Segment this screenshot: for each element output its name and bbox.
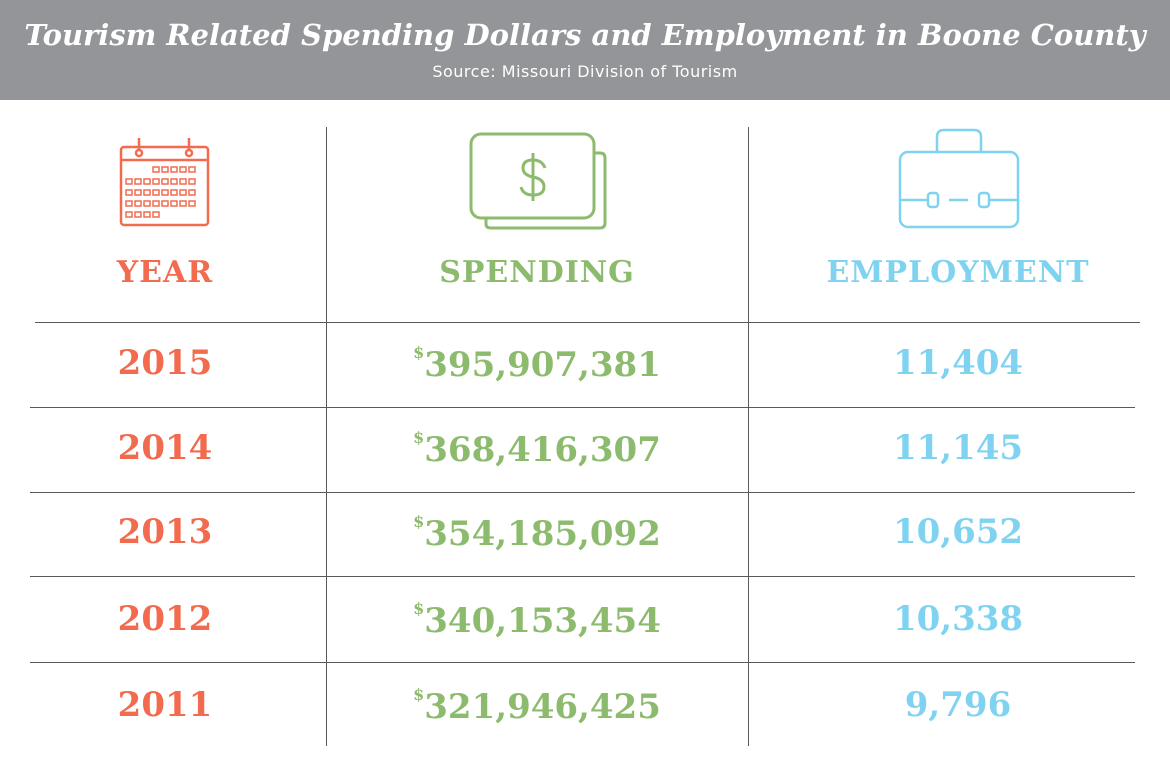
spending-amount: 368,416,307	[424, 430, 661, 470]
currency-symbol: $	[413, 599, 425, 618]
currency-symbol: $	[413, 428, 425, 447]
spending-cell: $321,946,425	[337, 685, 737, 727]
currency-symbol: $	[413, 685, 425, 704]
employment-cell: 9,796	[904, 685, 1012, 725]
money-icon	[469, 132, 607, 230]
employment-cell: 11,145	[892, 428, 1024, 468]
column-header: EMPLOYMENT	[826, 255, 1090, 290]
spending-amount: 395,907,381	[424, 345, 661, 385]
table-lines	[30, 127, 1140, 746]
title: Tourism Related Spending Dollars and Emp…	[24, 18, 1146, 52]
spending-amount: 321,946,425	[424, 687, 661, 727]
employment-cell: 10,338	[892, 599, 1024, 639]
spending-cell: $368,416,307	[337, 428, 737, 470]
spending-cell: $395,907,381	[337, 343, 737, 385]
employment-cell: 11,404	[892, 343, 1024, 383]
spending-cell: $340,153,454	[337, 599, 737, 641]
spending-amount: 340,153,454	[424, 601, 661, 641]
currency-symbol: $	[413, 343, 425, 362]
calendar-icon	[119, 138, 210, 227]
briefcase-icon	[898, 128, 1020, 229]
year-cell: 2012	[117, 599, 213, 639]
source: Source: Missouri Division of Tourism	[432, 62, 738, 81]
year-cell: 2013	[117, 512, 213, 552]
employment-cell: 10,652	[892, 512, 1024, 552]
year-cell: 2015	[117, 343, 213, 383]
spending-cell: $354,185,092	[337, 512, 737, 554]
year-cell: 2014	[117, 428, 213, 468]
column-header: YEAR	[116, 255, 214, 290]
column-header: SPENDING	[439, 255, 635, 290]
header-banner: Tourism Related Spending Dollars and Emp…	[0, 0, 1170, 100]
currency-symbol: $	[413, 512, 425, 531]
year-cell: 2011	[117, 685, 213, 725]
spending-amount: 354,185,092	[424, 514, 661, 554]
